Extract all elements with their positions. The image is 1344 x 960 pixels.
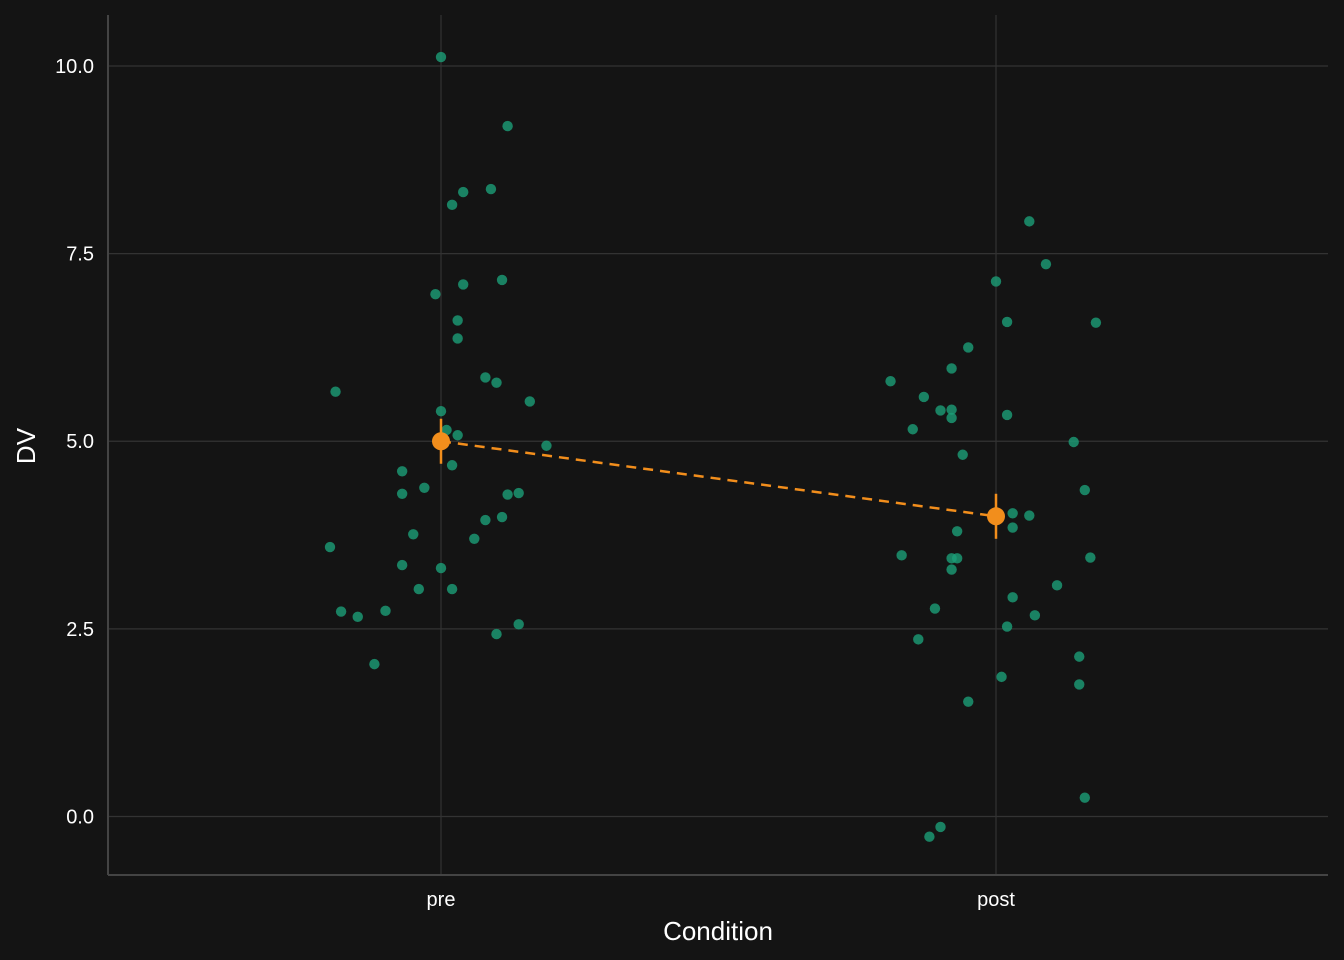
data-point-pre bbox=[491, 377, 502, 388]
data-point-post bbox=[1007, 508, 1018, 519]
data-point-pre bbox=[419, 482, 430, 493]
data-point-post bbox=[1051, 580, 1063, 591]
y-tick-label: 5.0 bbox=[66, 431, 94, 453]
data-point-pre bbox=[513, 487, 524, 499]
summary-layer bbox=[432, 418, 1005, 539]
data-point-pre bbox=[480, 514, 491, 526]
data-point-post bbox=[1029, 610, 1041, 621]
data-point-pre bbox=[396, 559, 408, 571]
data-point-post bbox=[918, 391, 930, 403]
x-axis-title: Condition bbox=[663, 916, 773, 946]
data-point-pre bbox=[413, 583, 424, 595]
data-point-pre bbox=[408, 529, 419, 540]
data-point-post bbox=[1085, 552, 1096, 563]
data-point-pre bbox=[452, 430, 463, 441]
mean-point-pre bbox=[432, 432, 450, 451]
data-point-pre bbox=[324, 541, 336, 553]
data-point-post bbox=[990, 276, 1002, 287]
data-point-pre bbox=[452, 315, 463, 326]
data-point-pre bbox=[513, 619, 524, 630]
data-point-post bbox=[935, 405, 946, 416]
data-point-pre bbox=[541, 440, 552, 451]
x-tick-label: post bbox=[977, 889, 1015, 911]
data-point-post bbox=[929, 603, 941, 614]
data-point-pre bbox=[441, 424, 452, 436]
y-tick-label: 2.5 bbox=[66, 619, 94, 641]
data-point-pre bbox=[485, 183, 497, 195]
data-point-pre bbox=[435, 562, 447, 574]
data-point-pre bbox=[502, 120, 513, 132]
data-point-pre bbox=[469, 533, 480, 545]
data-point-post bbox=[1079, 792, 1091, 803]
data-point-post bbox=[1001, 621, 1013, 632]
data-point-post bbox=[1024, 510, 1035, 521]
data-point-post bbox=[1024, 216, 1035, 227]
data-point-post bbox=[963, 342, 974, 353]
data-point-pre bbox=[330, 386, 341, 397]
data-point-pre bbox=[369, 658, 380, 670]
data-point-pre bbox=[446, 583, 458, 595]
data-point-post bbox=[896, 550, 907, 561]
data-point-post bbox=[951, 526, 963, 537]
data-point-pre bbox=[458, 279, 469, 290]
data-point-post bbox=[1007, 522, 1018, 533]
x-tick-label: pre bbox=[427, 889, 456, 911]
data-point-post bbox=[963, 696, 974, 707]
data-point-pre bbox=[335, 606, 347, 617]
data-point-pre bbox=[480, 372, 491, 383]
data-point-pre bbox=[396, 488, 408, 499]
data-point-pre bbox=[396, 466, 408, 477]
data-point-post bbox=[1068, 436, 1079, 448]
mean-point-post bbox=[987, 507, 1005, 526]
data-point-post bbox=[935, 821, 946, 833]
data-point-post bbox=[1007, 592, 1018, 603]
data-point-post bbox=[946, 564, 957, 575]
mean-connector-line bbox=[440, 440, 997, 518]
data-point-post bbox=[946, 404, 957, 415]
data-point-post bbox=[1074, 679, 1085, 690]
data-point-post bbox=[924, 831, 935, 842]
data-point-pre bbox=[430, 288, 441, 300]
data-point-pre bbox=[435, 51, 447, 63]
y-tick-label: 0.0 bbox=[66, 806, 94, 828]
data-point-pre bbox=[524, 396, 535, 407]
data-point-post bbox=[913, 634, 924, 645]
data-point-pre bbox=[446, 199, 458, 211]
data-point-post bbox=[946, 363, 957, 374]
data-point-pre bbox=[446, 460, 458, 471]
data-point-pre bbox=[502, 489, 513, 500]
data-point-post bbox=[1079, 484, 1091, 496]
data-point-post bbox=[957, 449, 968, 460]
data-point-pre bbox=[452, 333, 463, 344]
data-point-post bbox=[1074, 651, 1085, 662]
data-point-pre bbox=[380, 605, 391, 617]
data-point-pre bbox=[491, 628, 502, 640]
data-point-pre bbox=[435, 406, 447, 417]
data-point-pre bbox=[458, 186, 469, 198]
data-point-post bbox=[996, 671, 1007, 683]
data-point-post bbox=[1001, 409, 1013, 421]
data-point-post bbox=[946, 553, 957, 564]
data-point-post bbox=[1001, 316, 1013, 328]
data-point-pre bbox=[496, 274, 508, 286]
data-points bbox=[324, 51, 1102, 842]
data-point-pre bbox=[496, 511, 508, 523]
data-point-post bbox=[885, 376, 896, 387]
y-tick-label: 10.0 bbox=[55, 56, 94, 78]
data-point-post bbox=[946, 412, 957, 424]
data-point-post bbox=[1090, 317, 1102, 328]
y-axis-title: DV bbox=[11, 427, 41, 464]
data-point-post bbox=[1040, 258, 1052, 270]
y-tick-label: 7.5 bbox=[66, 244, 94, 266]
tick-labels: 0.0 2.5 5.0 7.5 10.0 pre post bbox=[55, 56, 1015, 911]
data-point-pre bbox=[352, 611, 363, 623]
axes bbox=[107, 15, 1328, 876]
data-point-post bbox=[907, 424, 918, 435]
